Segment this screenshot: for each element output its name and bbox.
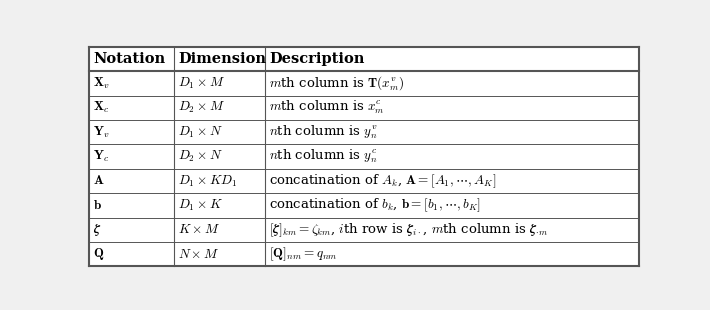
Bar — [89, 144, 639, 169]
Text: $\mathbf{Q}$: $\mathbf{Q}$ — [93, 246, 104, 262]
Text: Description: Description — [269, 52, 365, 66]
Text: $D_1 \times N$: $D_1 \times N$ — [178, 125, 224, 140]
Text: $\mathbf{X}_v$: $\mathbf{X}_v$ — [93, 76, 110, 91]
Text: $D_1 \times KD_1$: $D_1 \times KD_1$ — [178, 173, 238, 188]
Text: $m$th column is $x_m^c$: $m$th column is $x_m^c$ — [269, 99, 385, 117]
Bar — [89, 193, 639, 218]
Text: $n$th column is $y_n^v$: $n$th column is $y_n^v$ — [269, 123, 378, 141]
Bar — [89, 218, 639, 242]
Text: concatination of $b_k$, $\mathbf{b} = [b_1, \cdots, b_K]$: concatination of $b_k$, $\mathbf{b} = [b… — [269, 197, 481, 214]
Text: $D_2 \times N$: $D_2 \times N$ — [178, 149, 224, 164]
Text: $[\boldsymbol{\zeta}]_{km} = \zeta_{km}$, $i$th row is $\boldsymbol{\zeta}_{i\cd: $[\boldsymbol{\zeta}]_{km} = \zeta_{km}$… — [269, 221, 548, 238]
Text: $\mathbf{b}$: $\mathbf{b}$ — [93, 199, 102, 212]
Bar — [89, 169, 639, 193]
Text: $[\mathbf{Q}]_{nm} = q_{nm}$: $[\mathbf{Q}]_{nm} = q_{nm}$ — [269, 246, 338, 263]
Bar — [89, 95, 639, 120]
Text: $K \times M$: $K \times M$ — [178, 223, 220, 236]
Text: $D_1 \times K$: $D_1 \times K$ — [178, 198, 224, 213]
Text: $\mathbf{X}_c$: $\mathbf{X}_c$ — [93, 100, 109, 115]
Bar — [89, 242, 639, 266]
Text: $\boldsymbol{\zeta}$: $\boldsymbol{\zeta}$ — [93, 222, 102, 238]
Text: $\mathbf{Y}_v$: $\mathbf{Y}_v$ — [93, 125, 110, 140]
Text: $\mathbf{A}$: $\mathbf{A}$ — [93, 175, 104, 188]
Text: $N \times M$: $N \times M$ — [178, 248, 219, 261]
Text: concatination of $A_k$, $\mathbf{A} = [A_1, \cdots, A_K]$: concatination of $A_k$, $\mathbf{A} = [A… — [269, 172, 496, 190]
Text: $D_2 \times M$: $D_2 \times M$ — [178, 100, 226, 115]
Bar — [89, 120, 639, 144]
Text: $n$th column is $y_n^c$: $n$th column is $y_n^c$ — [269, 148, 378, 165]
Text: $D_1 \times M$: $D_1 \times M$ — [178, 76, 226, 91]
Text: Dimension: Dimension — [178, 52, 266, 66]
Text: $m$th column is $\mathbf{T}(x_m^v)$: $m$th column is $\mathbf{T}(x_m^v)$ — [269, 74, 404, 92]
Bar — [89, 71, 639, 95]
Text: Notation: Notation — [93, 52, 165, 66]
Bar — [89, 47, 639, 71]
Text: $\mathbf{Y}_c$: $\mathbf{Y}_c$ — [93, 149, 109, 164]
